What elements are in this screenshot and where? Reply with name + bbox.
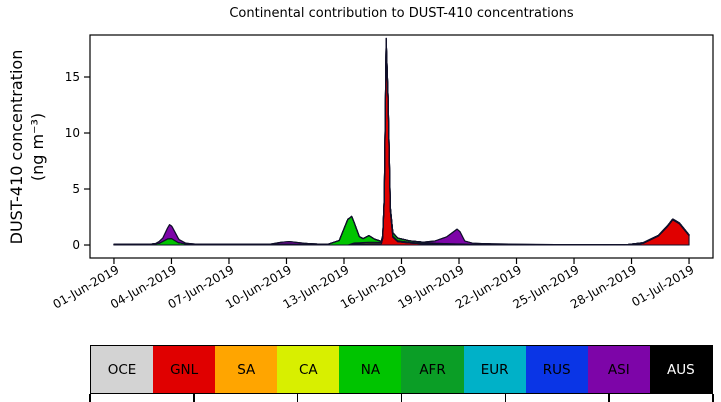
legend-label: AFR [419,361,446,378]
y-tick-label: 10 [65,126,80,140]
legend-item-RUS: RUS [525,346,588,393]
legend-label: NA [360,361,381,378]
y-tick-label: 0 [72,238,80,252]
legend-item-AFR: AFR [401,346,464,393]
legend-label: AUS [667,361,695,378]
area-series-NA [113,37,690,246]
x-tick-label: 01-Jul-2019 [629,262,696,309]
chart-title: Continental contribution to DUST-410 con… [229,6,574,21]
legend-axis-tick [712,394,714,402]
legend-axis-tick [608,394,610,402]
area-series-GNL [113,40,690,246]
axes-box [89,34,714,259]
legend-label: RUS [542,361,571,378]
legend-item-EUR: EUR [463,346,526,393]
legend-axis-tick [400,394,403,402]
legend-label: EUR [480,361,509,378]
area-series-CA [113,39,690,246]
legend-label: CA [298,361,318,378]
area-series-AFR [113,37,690,246]
area-series-ASI [113,37,690,246]
area-series-AUS [113,37,690,246]
legend-label: OCE [107,361,137,378]
area-series-SA [113,40,690,246]
legend-item-CA: CA [277,346,340,393]
legend-axis-tick [504,394,507,402]
legend-item-ASI: ASI [587,346,650,393]
area-series-RUS [113,37,690,246]
legend: OCE GNL SA CA NA AFR EUR RUS ASI AUS [90,345,713,394]
legend-label: SA [237,361,256,378]
legend-axis-tick [193,394,195,402]
legend-item-OCE: OCE [91,346,154,393]
y-tick-label: 5 [72,182,80,196]
legend-item-SA: SA [215,346,278,393]
legend-item-AUS: AUS [649,346,712,393]
legend-item-NA: NA [339,346,402,393]
y-tick-label: 15 [65,70,80,84]
legend-label: GNL [170,361,199,378]
area-series-EUR [113,37,690,246]
legend-label: ASI [607,361,630,378]
legend-axis-tick [89,394,91,402]
legend-item-GNL: GNL [153,346,216,393]
legend-axis-tick [296,394,299,402]
